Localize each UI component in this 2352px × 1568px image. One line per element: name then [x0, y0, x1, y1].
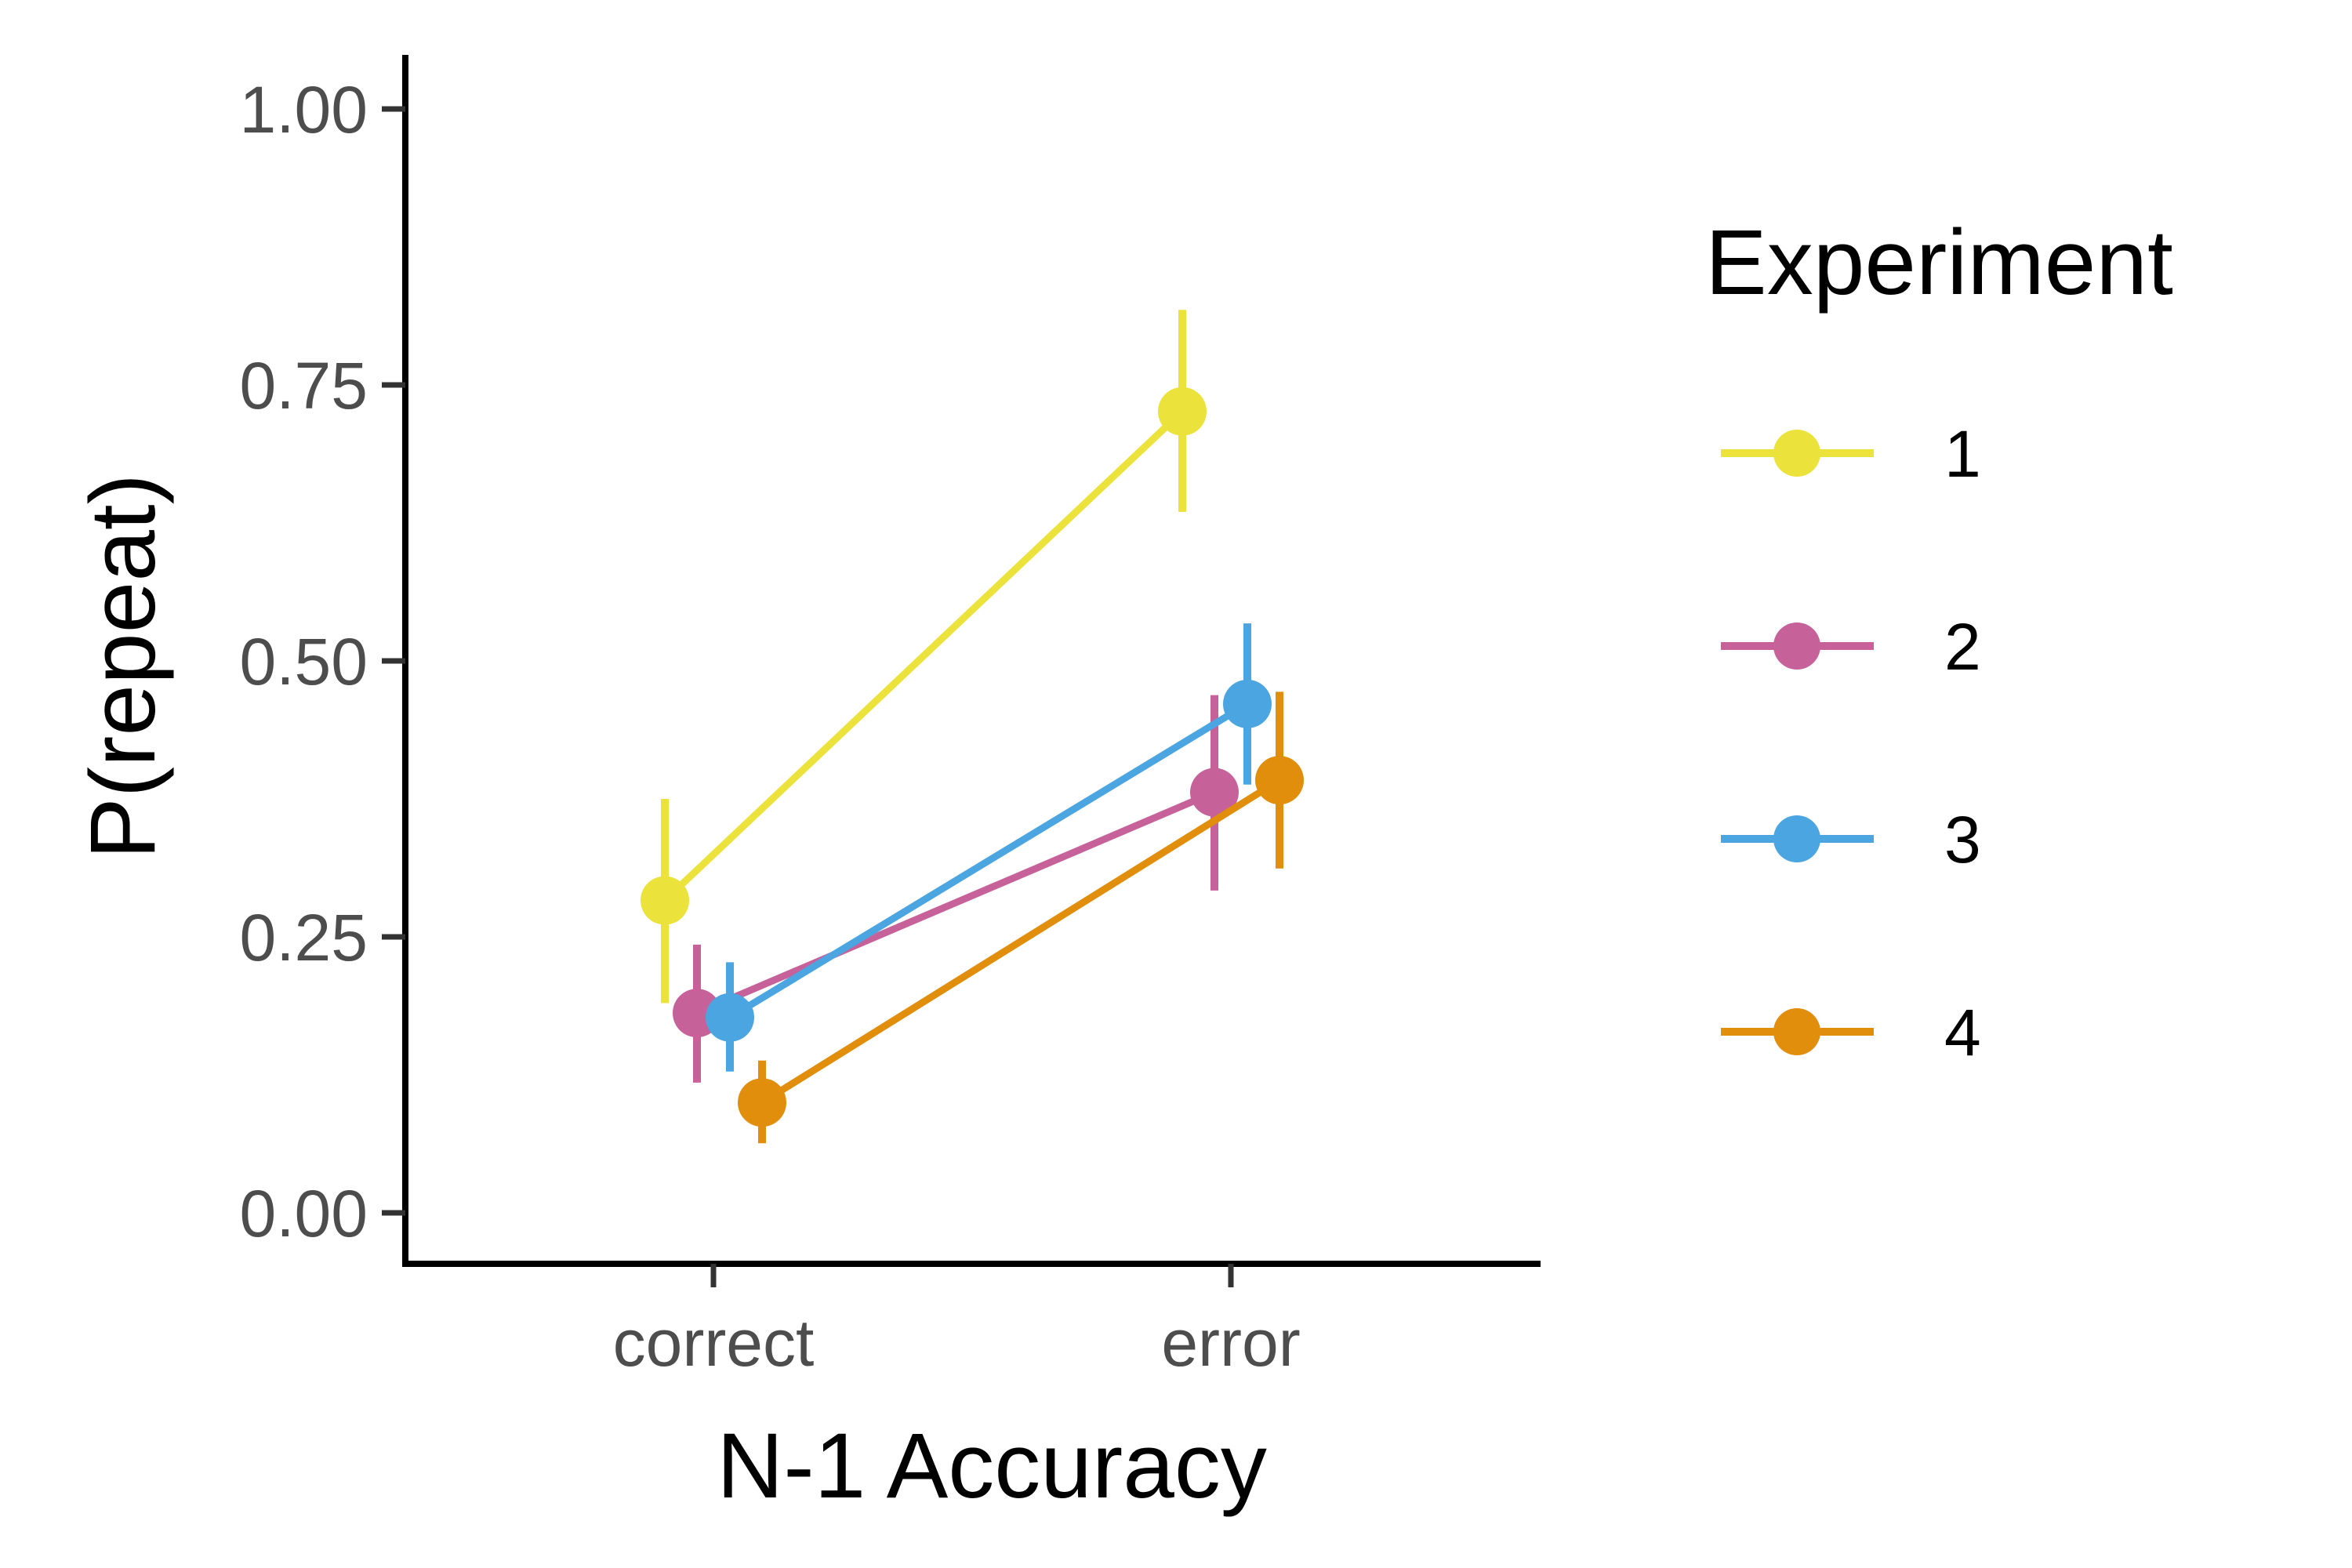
legend: Experiment 1 2 3 4	[1705, 211, 2173, 1069]
legend-label: 3	[1944, 803, 1981, 877]
series-line	[662, 408, 1185, 903]
legend-label: 1	[1944, 417, 1981, 491]
data-point	[1190, 768, 1239, 817]
data-point	[1255, 756, 1304, 805]
legend-key-point	[1773, 622, 1820, 670]
data-point	[1223, 679, 1272, 728]
x-axis-title: N-1 Accuracy	[717, 1414, 1267, 1518]
legend-key-point	[1773, 430, 1820, 477]
y-axis: 0.00 0.25 0.50 0.75 1.00	[240, 55, 408, 1264]
legend-key-point	[1773, 1008, 1820, 1055]
legend-item-2: 2	[1721, 610, 1981, 684]
y-tick-label: 1.00	[240, 73, 368, 147]
x-tick-label: correct	[613, 1306, 815, 1380]
x-tick-label: error	[1161, 1306, 1300, 1380]
series-line	[760, 777, 1282, 1106]
series-4	[738, 691, 1304, 1144]
legend-item-1: 1	[1721, 417, 1981, 491]
y-tick-label: 0.25	[240, 901, 368, 975]
series-2	[673, 695, 1239, 1083]
legend-key-point	[1773, 815, 1820, 862]
legend-item-4: 4	[1721, 996, 1981, 1069]
series-line	[728, 701, 1250, 1021]
y-axis-title: P(repeat)	[71, 474, 175, 859]
y-tick-label: 0.50	[240, 625, 368, 699]
series-line	[695, 789, 1216, 1017]
y-tick-label: 0.75	[240, 349, 368, 423]
y-tick-label: 0.00	[240, 1177, 368, 1250]
series-layer	[641, 310, 1304, 1144]
data-point	[706, 993, 754, 1042]
legend-label: 2	[1944, 610, 1981, 684]
legend-label: 4	[1944, 996, 1981, 1069]
series-3	[706, 623, 1272, 1072]
legend-item-3: 3	[1721, 803, 1981, 877]
data-point	[738, 1078, 786, 1127]
series-1	[641, 310, 1207, 1004]
legend-title: Experiment	[1705, 211, 2173, 314]
data-point	[641, 876, 689, 925]
x-axis: correct error	[402, 1261, 1541, 1380]
data-point	[1158, 387, 1207, 436]
